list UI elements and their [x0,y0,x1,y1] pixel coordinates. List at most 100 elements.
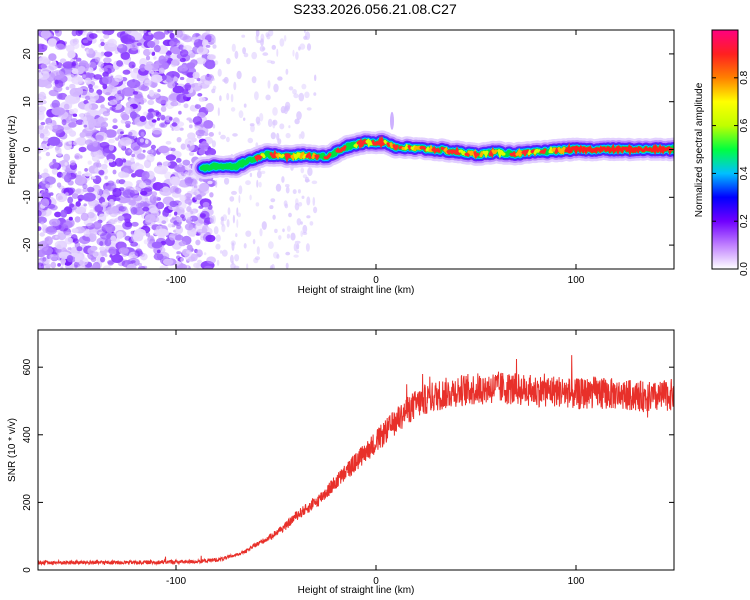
noise-speck [190,253,198,262]
noise-speck [67,50,76,59]
noise-speck [122,158,127,163]
noise-speck [148,89,155,97]
noise-speck [159,187,173,197]
noise-speck [246,263,249,269]
noise-speck [304,176,310,183]
noise-speck [203,252,207,256]
noise-speck [120,51,131,60]
noise-speck [95,30,100,33]
noise-speck [206,54,217,61]
noise-speck [238,185,243,195]
noise-speck [104,68,108,72]
noise-speck [271,44,276,50]
ridge-hotspot [473,151,480,160]
noise-speck [171,37,178,43]
noise-speck [176,157,182,163]
noise-speck [65,44,75,53]
noise-speck [290,232,296,241]
noise-speck [90,256,97,263]
noise-speck [309,221,314,226]
noise-speck [138,265,146,269]
spectral-streak [390,111,394,130]
noise-speck [143,79,152,87]
noise-speck [198,46,204,53]
noise-speck [162,169,167,175]
y-tick-label: 400 [22,426,33,443]
noise-speck [107,38,117,48]
noise-speck [211,88,216,94]
noise-speck [117,44,123,49]
noise-speck [251,51,258,60]
noise-speck [101,223,116,234]
noise-speck [184,82,192,91]
noise-speck [268,241,274,250]
noise-speck [288,86,294,91]
noise-speck [189,215,198,222]
noise-speck [136,153,146,160]
noise-speck [91,263,101,269]
noise-speck [151,119,157,123]
noise-speck [69,83,76,89]
noise-speck [92,251,102,258]
noise-speck [162,209,169,218]
noise-speck [128,61,136,69]
noise-speck [82,188,88,193]
noise-speck [63,153,71,162]
colorbar-tick-label: 0.6 [739,118,750,132]
noise-speck [221,218,224,227]
noise-speck [45,151,51,157]
noise-speck [178,162,183,168]
noise-speck [83,192,96,202]
noise-speck [298,133,302,140]
noise-speck [174,234,184,241]
snr-frame [37,329,675,571]
spectrogram-x-axis-label: Height of straight line (km) [298,285,415,296]
noise-speck [47,38,58,47]
noise-speck [85,102,92,111]
noise-speck [250,124,255,133]
noise-speck [56,150,63,157]
noise-speck [224,177,230,185]
noise-speck [180,49,189,58]
noise-speck [108,144,114,151]
noise-speck [149,70,154,74]
noise-speck [100,121,109,128]
noise-speck [245,180,251,186]
ridge-hotspot [564,142,674,157]
spectrogram-y-ticks: -20 -10 0 10 20 [22,48,674,252]
noise-speck [128,131,133,137]
noise-speck [222,214,227,222]
noise-speck [270,132,276,140]
noise-speck [293,93,299,99]
noise-speck [126,79,141,89]
noise-speck [99,246,106,251]
noise-speck [221,249,228,257]
noise-speck [232,133,238,137]
noise-speck [300,131,305,140]
noise-speck [156,117,161,121]
noise-speck [38,78,49,88]
noise-speck [93,85,99,89]
noise-speck [227,207,231,216]
colorbar-tick-label: 0.4 [739,166,750,180]
noise-speck [179,194,187,202]
noise-speck [94,167,99,173]
ridge-hotspot [479,151,485,158]
noise-speck [79,132,86,138]
noise-speck [186,117,192,121]
noise-speck [39,133,45,139]
spectrogram-x-ticks: -100 0 100 [166,30,585,286]
noise-speck [252,238,256,245]
noise-speck [231,190,237,195]
noise-speck [121,113,130,121]
noise-speck [114,157,124,167]
noise-speck [202,201,210,208]
noise-speck [306,215,311,219]
noise-speck [231,43,236,52]
noise-speck [130,207,138,215]
noise-speck [184,223,194,231]
noise-speck [296,249,300,254]
noise-speck [293,254,299,258]
noise-speck [130,163,137,170]
noise-speck [89,92,100,102]
